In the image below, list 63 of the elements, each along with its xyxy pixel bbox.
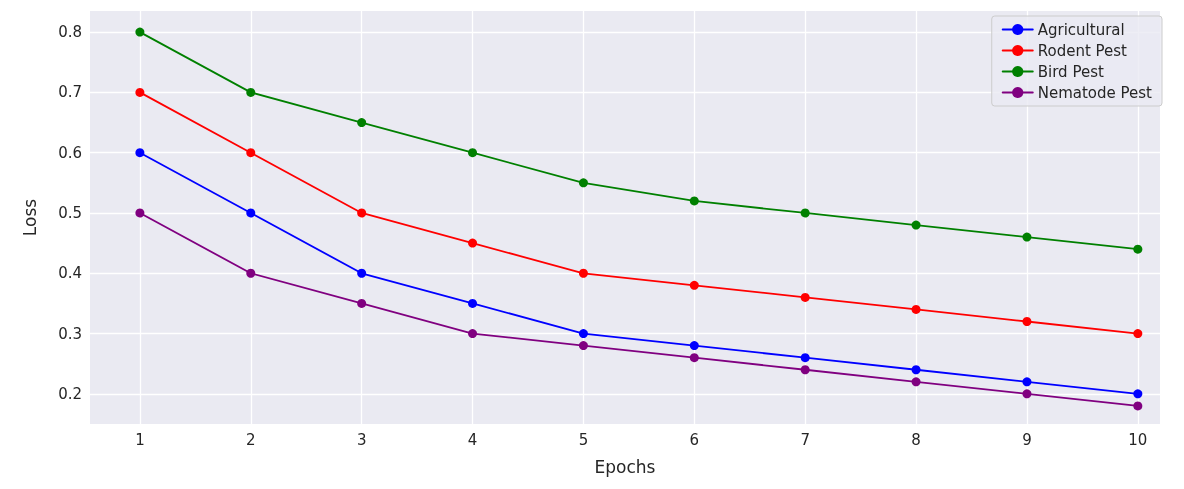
- point: [468, 148, 478, 158]
- point: [246, 268, 256, 278]
- point: [246, 87, 256, 97]
- point: [468, 238, 478, 248]
- point: [1133, 401, 1143, 411]
- point: [578, 329, 588, 339]
- y-tick-label: 0.8: [58, 23, 82, 42]
- point: [1133, 244, 1143, 254]
- x-tick-label: 7: [800, 430, 810, 449]
- point: [911, 365, 921, 375]
- legend-label: Nematode Pest: [1037, 83, 1153, 102]
- y-tick-label: 0.5: [58, 203, 82, 222]
- x-tick-label: 5: [578, 430, 589, 449]
- point: [135, 27, 145, 37]
- point: [689, 196, 699, 206]
- point: [689, 353, 699, 363]
- y-tick-label: 0.7: [58, 83, 82, 102]
- point: [135, 208, 145, 218]
- point: [1133, 389, 1143, 399]
- legend-label: Agricultural: [1037, 20, 1125, 39]
- legend-label: Rodent Pest: [1037, 41, 1128, 60]
- point: [135, 148, 145, 158]
- point: [357, 118, 367, 128]
- point: [246, 208, 256, 218]
- point: [800, 353, 810, 363]
- y-tick-label: 0.2: [58, 384, 82, 403]
- point: [911, 304, 921, 314]
- point: [578, 268, 588, 278]
- point: [468, 329, 478, 339]
- point: [689, 341, 699, 351]
- x-tick-label: 2: [246, 430, 256, 449]
- x-tick-label: 9: [1022, 430, 1032, 449]
- point: [800, 292, 810, 302]
- point: [689, 280, 699, 290]
- point: [1022, 377, 1032, 387]
- y-tick-label: 0.3: [58, 324, 82, 343]
- x-axis-title: Epochs: [594, 456, 656, 477]
- point: [357, 208, 367, 218]
- point: [1022, 232, 1032, 242]
- point: [135, 87, 145, 97]
- point: [246, 148, 256, 158]
- point: [468, 298, 478, 308]
- point: [1022, 389, 1032, 399]
- x-tick-label: 10: [1128, 430, 1148, 449]
- point: [357, 268, 367, 278]
- x-tick-label: 3: [356, 430, 367, 449]
- x-tick-label: 1: [135, 430, 145, 449]
- point: [911, 377, 921, 387]
- point: [800, 208, 810, 218]
- point: [800, 365, 810, 375]
- legend-label: Bird Pest: [1037, 62, 1104, 81]
- point: [578, 341, 588, 351]
- y-tick-label: 0.4: [58, 264, 82, 283]
- y-tick-label: 0.6: [58, 143, 82, 162]
- y-axis-title: Loss: [19, 198, 40, 237]
- point: [1022, 317, 1032, 326]
- x-tick-label: 6: [689, 430, 700, 449]
- point: [578, 178, 588, 188]
- point: [357, 298, 367, 308]
- point: [1133, 329, 1143, 339]
- point: [911, 220, 921, 230]
- x-tick-label: 4: [467, 430, 478, 449]
- x-tick-label: 8: [911, 430, 921, 449]
